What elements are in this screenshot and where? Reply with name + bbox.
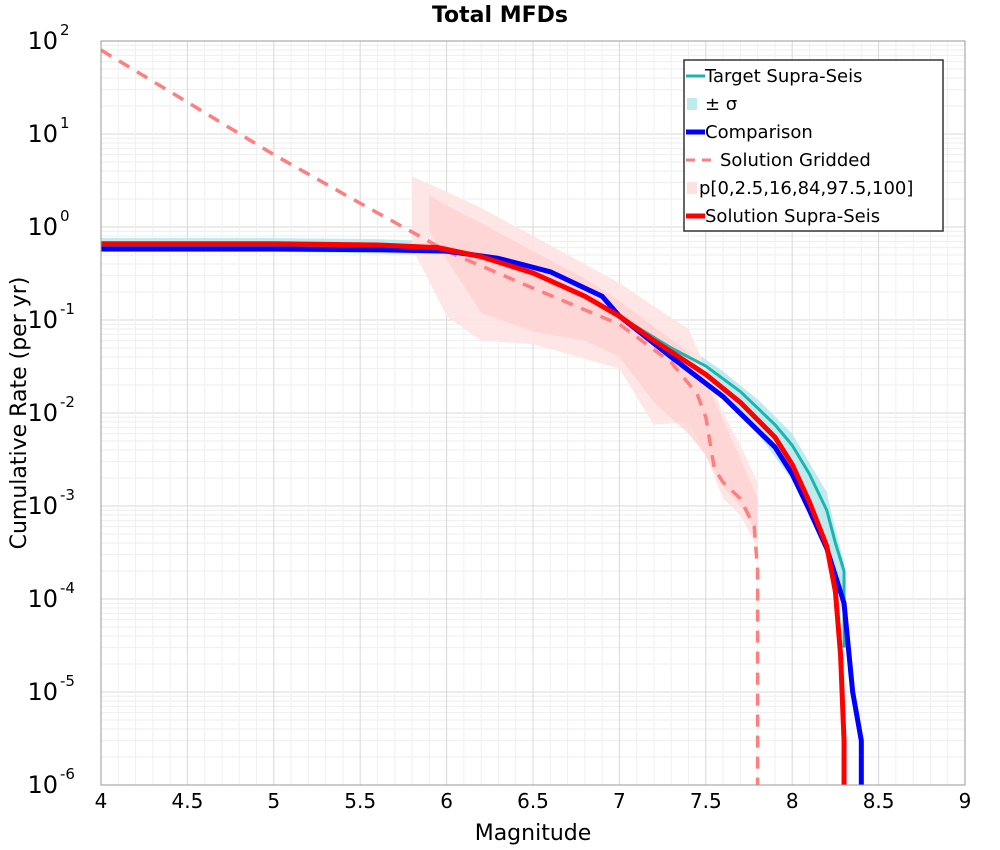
y-tick-exponent: -4 xyxy=(60,579,75,597)
legend: Target Supra-Seis ± σ Comparison Solution G… xyxy=(683,59,944,232)
x-tick-label: 7 xyxy=(613,789,626,813)
y-tick-label: 10 -1 xyxy=(27,300,75,334)
plot-frame xyxy=(100,40,966,786)
legend-label: Target Supra-Seis xyxy=(704,66,862,87)
x-axis-label: Magnitude xyxy=(475,821,592,846)
series-solution-gridded xyxy=(100,48,760,785)
x-tick-label: 9 xyxy=(959,789,972,813)
chart-title: Total MFDs xyxy=(432,3,568,28)
x-tick-labels: 4 4.5 5 5.5 6 6.5 7 7.5 8 8.5 9 xyxy=(95,789,972,813)
y-tick-exponent: 2 xyxy=(60,21,70,39)
y-tick-base: 10 xyxy=(27,585,58,613)
series-lines xyxy=(100,48,864,785)
legend-swatch xyxy=(687,98,697,110)
x-tick-label: 8 xyxy=(786,789,799,813)
y-tick-base: 10 xyxy=(27,771,58,799)
y-tick-base: 10 xyxy=(27,399,58,427)
y-tick-exponent: -3 xyxy=(60,486,75,504)
y-tick-label: 10 1 xyxy=(27,114,69,148)
x-tick-label: 4.5 xyxy=(171,789,203,813)
series-solution-supra-seis xyxy=(101,241,847,785)
y-tick-label: 10 -2 xyxy=(27,393,75,427)
y-tick-label: 10 0 xyxy=(27,207,69,241)
y-tick-label: 10 2 xyxy=(27,21,69,55)
x-tick-label: 4 xyxy=(95,789,108,813)
x-tick-label: 6.5 xyxy=(517,789,549,813)
legend-box xyxy=(683,59,944,232)
legend-label: Solution Supra-Seis xyxy=(705,206,880,227)
y-tick-exponent: -6 xyxy=(60,765,75,783)
x-tick-label: 6 xyxy=(440,789,453,813)
x-tick-label: 8.5 xyxy=(863,789,895,813)
y-tick-exponent: 1 xyxy=(60,114,70,132)
x-tick-label: 5 xyxy=(267,789,280,813)
y-tick-exponent: -1 xyxy=(60,300,75,318)
y-tick-label: 10 -5 xyxy=(27,672,75,706)
x-tick-label: 7.5 xyxy=(690,789,722,813)
y-tick-exponent: -2 xyxy=(60,393,75,411)
legend-label: ± σ xyxy=(705,94,737,115)
y-tick-label: 10 -4 xyxy=(27,579,75,613)
y-tick-base: 10 xyxy=(27,306,58,334)
series-comparison xyxy=(101,246,864,785)
legend-label: Solution Gridded xyxy=(720,150,871,171)
legend-label: p[0,2.5,16,84,97.5,100] xyxy=(699,178,913,199)
legend-label: Comparison xyxy=(705,122,813,143)
x-tick-label: 5.5 xyxy=(344,789,376,813)
y-tick-base: 10 xyxy=(27,492,58,520)
y-tick-base: 10 xyxy=(27,213,58,241)
legend-swatch xyxy=(687,182,697,194)
y-tick-base: 10 xyxy=(27,120,58,148)
y-tick-base: 10 xyxy=(27,678,58,706)
y-tick-base: 10 xyxy=(27,27,58,55)
y-tick-label: 10 -3 xyxy=(27,486,75,520)
y-tick-exponent: 0 xyxy=(60,207,70,225)
y-tick-label: 10 -6 xyxy=(27,765,75,799)
y-axis-label: Cumulative Rate (per yr) xyxy=(7,277,32,550)
y-tick-exponent: -5 xyxy=(60,672,75,690)
